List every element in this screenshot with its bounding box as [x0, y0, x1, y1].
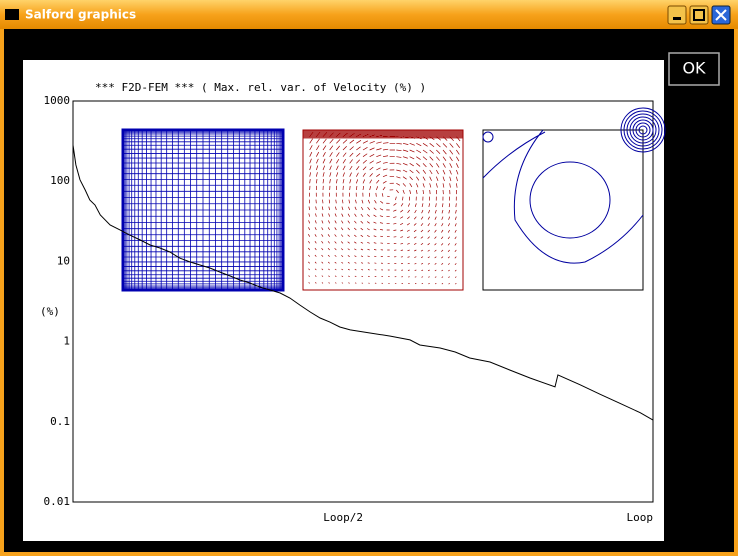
minimize-icon	[673, 17, 681, 20]
contour-frame	[482, 129, 644, 291]
contour	[482, 129, 644, 264]
contour	[638, 125, 648, 135]
chart-title: *** F2D-FEM *** ( Max. rel. var. of Velo…	[95, 81, 426, 94]
contour	[482, 131, 494, 143]
vectors	[303, 130, 463, 285]
contour	[626, 113, 660, 147]
maximize-icon	[693, 9, 705, 21]
ok-button[interactable]	[668, 52, 720, 86]
y-tick-label: 0.01	[44, 495, 71, 508]
contour	[635, 122, 651, 138]
contour	[632, 119, 654, 141]
data-line	[72, 145, 654, 421]
window-title: Salford graphics	[25, 8, 136, 22]
contour	[529, 161, 611, 239]
y-axis-label: (%)	[40, 305, 60, 318]
contour	[629, 116, 657, 144]
y-tick-label: 10	[57, 254, 70, 267]
contour	[623, 110, 663, 150]
maximize-button[interactable]	[689, 5, 709, 25]
insets	[121, 107, 666, 292]
plot-frame	[72, 100, 654, 503]
y-tick-label: 1000	[44, 94, 71, 107]
contour	[620, 107, 666, 153]
y-tick-label: 1	[63, 335, 70, 348]
x-tick-label: Loop	[627, 511, 654, 524]
window-icon	[5, 9, 19, 20]
x-tick-label: Loop/2	[323, 511, 363, 524]
close-icon	[715, 9, 727, 21]
title-bar	[0, 0, 738, 29]
vector-frame	[302, 129, 464, 291]
minimize-button[interactable]	[667, 5, 687, 25]
mesh	[122, 129, 284, 291]
ok-label: OK	[682, 59, 706, 78]
y-tick-label: 100	[50, 174, 70, 187]
y-tick-label: 0.1	[50, 415, 70, 428]
